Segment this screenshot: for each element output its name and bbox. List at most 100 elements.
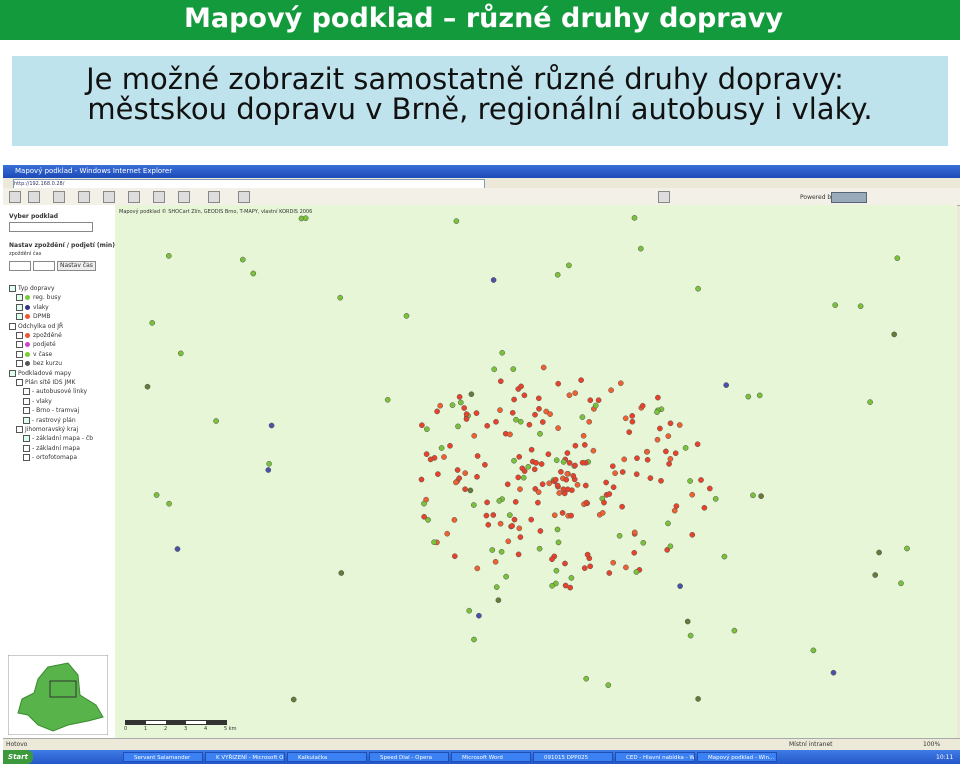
- vehicle-marker: [418, 476, 425, 483]
- checkbox[interactable]: [9, 369, 16, 377]
- vehicle-marker: [451, 517, 458, 523]
- vehicle-marker: [547, 411, 553, 417]
- task-item[interactable]: Mapový podklad - Win...: [697, 752, 777, 762]
- vehicle-marker: [665, 433, 672, 439]
- checkbox[interactable]: [16, 379, 23, 386]
- tool-icon[interactable]: [128, 191, 140, 203]
- vehicle-marker: [658, 477, 664, 484]
- checkbox[interactable]: [16, 294, 23, 302]
- task-item[interactable]: Speed Dial - Opera: [369, 752, 449, 762]
- tool-icon[interactable]: [53, 191, 65, 203]
- checkbox[interactable]: [23, 416, 30, 424]
- tool-icon[interactable]: [178, 191, 190, 203]
- vehicle-marker: [517, 418, 524, 425]
- vehicle-marker: [581, 442, 588, 448]
- vehicle-marker: [509, 523, 515, 529]
- tool-icon[interactable]: [208, 191, 220, 203]
- vehicle-marker: [610, 484, 617, 491]
- vehicle-marker: [629, 413, 636, 419]
- checkbox[interactable]: [23, 388, 30, 396]
- vehicle-marker: [538, 461, 545, 467]
- button[interactable]: Nastav čas: [57, 261, 96, 271]
- vehicle-marker: [583, 499, 590, 506]
- checkbox[interactable]: [16, 303, 23, 311]
- tool-icon[interactable]: [103, 191, 115, 203]
- vehicle-marker: [559, 510, 566, 516]
- checkbox[interactable]: [23, 407, 30, 415]
- vehicle-marker: [528, 446, 535, 453]
- vehicle-marker: [457, 399, 464, 406]
- vehicle-marker: [518, 383, 524, 390]
- slide-title: Mapový podklad – různé druhy dopravy: [0, 0, 960, 40]
- tree-item: Odchylka od JŘ: [18, 322, 64, 330]
- vehicle-marker: [673, 503, 680, 509]
- vehicle-marker: [606, 491, 613, 497]
- task-item[interactable]: Servant Salamander: [123, 752, 203, 762]
- task-item[interactable]: CED - Hlavní nabídka - W...: [615, 752, 695, 762]
- vehicle-marker: [574, 481, 581, 488]
- checkbox[interactable]: [23, 397, 30, 405]
- checkbox[interactable]: [16, 350, 23, 358]
- vehicle-marker: [419, 422, 425, 429]
- vehicle-marker: [535, 395, 542, 402]
- clock: 10:11: [936, 754, 954, 761]
- input[interactable]: [33, 261, 55, 271]
- vehicle-marker: [492, 558, 499, 565]
- checkbox[interactable]: [16, 426, 23, 433]
- checkbox[interactable]: [16, 360, 23, 368]
- vehicle-marker: [268, 422, 275, 429]
- vehicle-marker: [558, 468, 564, 475]
- checkbox[interactable]: [9, 322, 16, 330]
- checkbox[interactable]: [16, 332, 23, 339]
- select-box[interactable]: [9, 222, 93, 232]
- tool-icon[interactable]: [28, 191, 40, 203]
- checkbox[interactable]: [23, 454, 30, 462]
- checkbox[interactable]: [16, 341, 23, 349]
- tool-icon[interactable]: [238, 191, 250, 203]
- vehicle-marker: [403, 313, 410, 319]
- input[interactable]: [9, 261, 31, 271]
- vehicle-marker: [867, 399, 873, 405]
- vehicle-marker: [663, 448, 669, 455]
- vehicle-marker: [528, 516, 535, 523]
- vehicle-marker: [587, 397, 594, 404]
- checkbox[interactable]: [23, 444, 30, 452]
- tool-icon[interactable]: [153, 191, 165, 203]
- vehicle-marker: [619, 469, 626, 475]
- vehicle-marker: [562, 582, 569, 589]
- vehicle-marker: [579, 414, 586, 420]
- vehicle-marker: [665, 520, 671, 527]
- vehicle-marker: [552, 476, 559, 483]
- checkbox[interactable]: [23, 435, 30, 443]
- task-item[interactable]: Kalkulačka: [287, 752, 367, 762]
- vehicle-marker: [250, 270, 257, 277]
- tree-item: vlaky: [33, 303, 49, 311]
- vehicle-marker: [517, 486, 523, 493]
- vehicle-marker: [520, 474, 527, 481]
- vehicle-marker: [623, 564, 629, 571]
- vehicle-marker: [239, 256, 246, 263]
- tree-item: v čase: [33, 350, 53, 358]
- vehicle-marker: [539, 481, 546, 488]
- start-button[interactable]: Start: [3, 750, 33, 764]
- vehicle-marker: [290, 696, 297, 703]
- checkbox[interactable]: [16, 313, 23, 321]
- checkbox[interactable]: [9, 285, 16, 292]
- vehicle-marker: [526, 421, 533, 428]
- tool-icon[interactable]: [658, 191, 670, 203]
- vehicle-marker: [647, 475, 654, 481]
- tool-icon[interactable]: [78, 191, 90, 203]
- map-copyright: Mapový podklad © SHOCart Zlín, GEODIS Br…: [119, 209, 313, 215]
- task-item[interactable]: Microsoft Word: [451, 752, 531, 762]
- vehicle-marker: [556, 490, 563, 496]
- vehicle-marker: [496, 498, 503, 504]
- tree-item: - autobusové linky: [32, 388, 88, 396]
- vehicle-marker: [694, 441, 701, 448]
- tool-icon[interactable]: [9, 191, 21, 203]
- toolbar: Powered by: [3, 188, 960, 206]
- task-item[interactable]: K VYŘIZENÍ - Microsoft O...: [205, 752, 285, 762]
- task-item[interactable]: 091015 DPP025: [533, 752, 613, 762]
- vehicle-marker: [657, 425, 663, 432]
- vehicle-marker: [655, 394, 661, 401]
- vehicle-marker: [484, 499, 490, 506]
